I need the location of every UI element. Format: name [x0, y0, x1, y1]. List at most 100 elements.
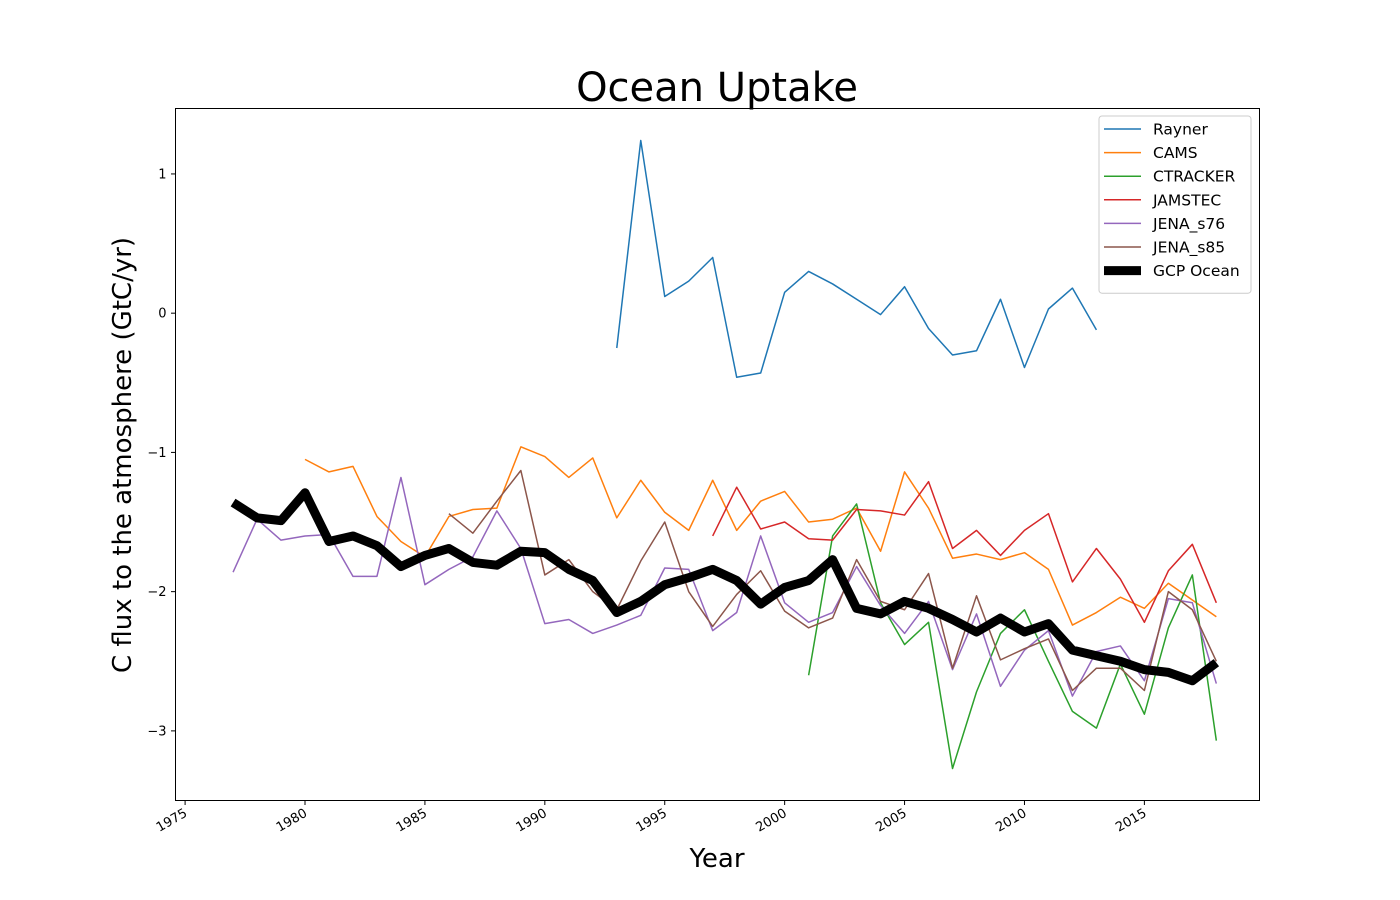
data-point-jamstec-2012: [1072, 581, 1073, 582]
data-point-jamstec-2011: [1048, 513, 1049, 514]
data-point-jena-s76-2016: [1168, 598, 1169, 599]
data-point-jena-s85-2014: [1120, 668, 1121, 669]
data-point-gcp-ocean-1989: [520, 551, 521, 552]
data-point-jena-s76-2018: [1216, 683, 1217, 684]
data-point-jena-s76-2004: [880, 605, 881, 606]
data-point-rayner-2013: [1096, 329, 1097, 330]
data-point-jena-s76-2010: [1024, 650, 1025, 651]
data-point-cams-2016: [1168, 583, 1169, 584]
data-point-jena-s85-2008: [976, 595, 977, 596]
data-point-jamstec-1999: [760, 528, 761, 529]
data-point-rayner-2001: [808, 271, 809, 272]
data-point-rayner-1993: [616, 347, 617, 348]
data-point-gcp-ocean-2015: [1144, 669, 1145, 670]
data-point-rayner-1994: [640, 140, 641, 141]
data-point-gcp-ocean-1987: [472, 562, 473, 563]
data-point-jena-s76-1990: [544, 623, 545, 624]
data-point-jena-s85-2006: [928, 573, 929, 574]
data-point-ctracker-2004: [880, 602, 881, 603]
legend-entry-cams: CAMS: [1104, 144, 1198, 162]
series-jamstec: [712, 480, 1218, 624]
y-tick-label--1: −1: [147, 446, 166, 461]
data-point-jena-s76-2015: [1144, 680, 1145, 681]
data-point-jamstec-1997: [712, 535, 713, 536]
data-point-jena-s85-2013: [1096, 668, 1097, 669]
data-point-cams-2010: [1024, 552, 1025, 553]
data-point-gcp-ocean-1993: [616, 612, 617, 613]
data-point-rayner-1996: [688, 281, 689, 282]
data-point-cams-2007: [952, 558, 953, 559]
data-point-jena-s85-1986: [448, 513, 449, 514]
data-point-gcp-ocean-1985: [424, 555, 425, 556]
data-point-jena-s76-1979: [281, 540, 282, 541]
data-point-gcp-ocean-2004: [880, 613, 881, 614]
data-point-cams-1986: [448, 516, 449, 517]
data-point-jena-s85-2003: [856, 559, 857, 560]
data-point-gcp-ocean-1982: [352, 535, 353, 536]
y-tick-label--2: −2: [147, 585, 166, 600]
legend-entry-rayner: Rayner: [1104, 121, 1208, 139]
data-point-cams-1983: [376, 516, 377, 517]
data-point-cams-1987: [472, 509, 473, 510]
data-point-cams-1993: [616, 517, 617, 518]
data-point-ctracker-2005: [904, 644, 905, 645]
data-point-ctracker-2007: [952, 768, 953, 769]
data-point-gcp-ocean-2018: [1216, 662, 1217, 663]
data-point-cams-1990: [544, 456, 545, 457]
y-axis-ticks: 1 0 −1 −2 −3: [147, 167, 176, 739]
data-point-ctracker-2011: [1048, 661, 1049, 662]
data-point-jena-s76-2017: [1192, 602, 1193, 603]
series-cams: [304, 446, 1217, 626]
data-point-ctracker-2001: [808, 675, 809, 676]
data-point-gcp-ocean-2007: [952, 619, 953, 620]
data-point-jena-s76-2001: [808, 622, 809, 623]
data-point-cams-1998: [736, 530, 737, 531]
data-point-cams-1980: [305, 459, 306, 460]
data-point-cams-2018: [1216, 616, 1217, 617]
data-point-rayner-2012: [1072, 288, 1073, 289]
data-point-gcp-ocean-2002: [832, 559, 833, 560]
data-point-gcp-ocean-1983: [376, 545, 377, 546]
y-axis-label: C flux to the atmosphere (GtC/yr): [108, 237, 138, 673]
data-point-rayner-2008: [976, 350, 977, 351]
series-jena-s76: [232, 476, 1218, 697]
data-point-jena-s76-1992: [592, 633, 593, 634]
data-point-cams-1984: [400, 541, 401, 542]
data-point-jamstec-2009: [1000, 555, 1001, 556]
data-point-gcp-ocean-1992: [592, 580, 593, 581]
data-point-ctracker-2006: [928, 622, 929, 623]
data-point-jamstec-1998: [736, 487, 737, 488]
data-point-gcp-ocean-1997: [712, 569, 713, 570]
data-point-gcp-ocean-1980: [305, 492, 306, 493]
data-point-cams-2000: [784, 491, 785, 492]
data-point-jena-s76-1982: [352, 576, 353, 577]
series-rayner: [616, 139, 1098, 378]
data-point-rayner-1997: [712, 257, 713, 258]
data-point-gcp-ocean-2010: [1024, 632, 1025, 633]
data-point-gcp-ocean-1994: [640, 601, 641, 602]
data-point-ctracker-2008: [976, 691, 977, 692]
data-point-ctracker-2015: [1144, 714, 1145, 715]
data-point-jena-s76-1995: [664, 567, 665, 568]
legend-label-jena-s76: JENA_s76: [1152, 215, 1225, 234]
y-tick-label--3: −3: [147, 724, 166, 739]
data-point-ctracker-2012: [1072, 711, 1073, 712]
data-point-rayner-2009: [1000, 299, 1001, 300]
plot-area: [230, 139, 1220, 770]
data-point-jena-s85-1987: [472, 533, 473, 534]
legend-label-jena-s85: JENA_s85: [1152, 239, 1225, 258]
data-point-cams-1981: [328, 471, 329, 472]
data-point-ctracker-2013: [1096, 728, 1097, 729]
data-point-ctracker-2003: [856, 503, 857, 504]
data-point-cams-2002: [832, 519, 833, 520]
data-point-jena-s85-2009: [1000, 659, 1001, 660]
data-point-gcp-ocean-2016: [1168, 672, 1169, 673]
data-point-jena-s76-2014: [1120, 645, 1121, 646]
data-point-cams-2009: [1000, 559, 1001, 560]
data-point-cams-2006: [928, 508, 929, 509]
series-line-rayner: [616, 139, 1098, 378]
data-point-jena-s76-2012: [1072, 696, 1073, 697]
data-point-jamstec-2014: [1120, 579, 1121, 580]
data-point-cams-1989: [520, 446, 521, 447]
